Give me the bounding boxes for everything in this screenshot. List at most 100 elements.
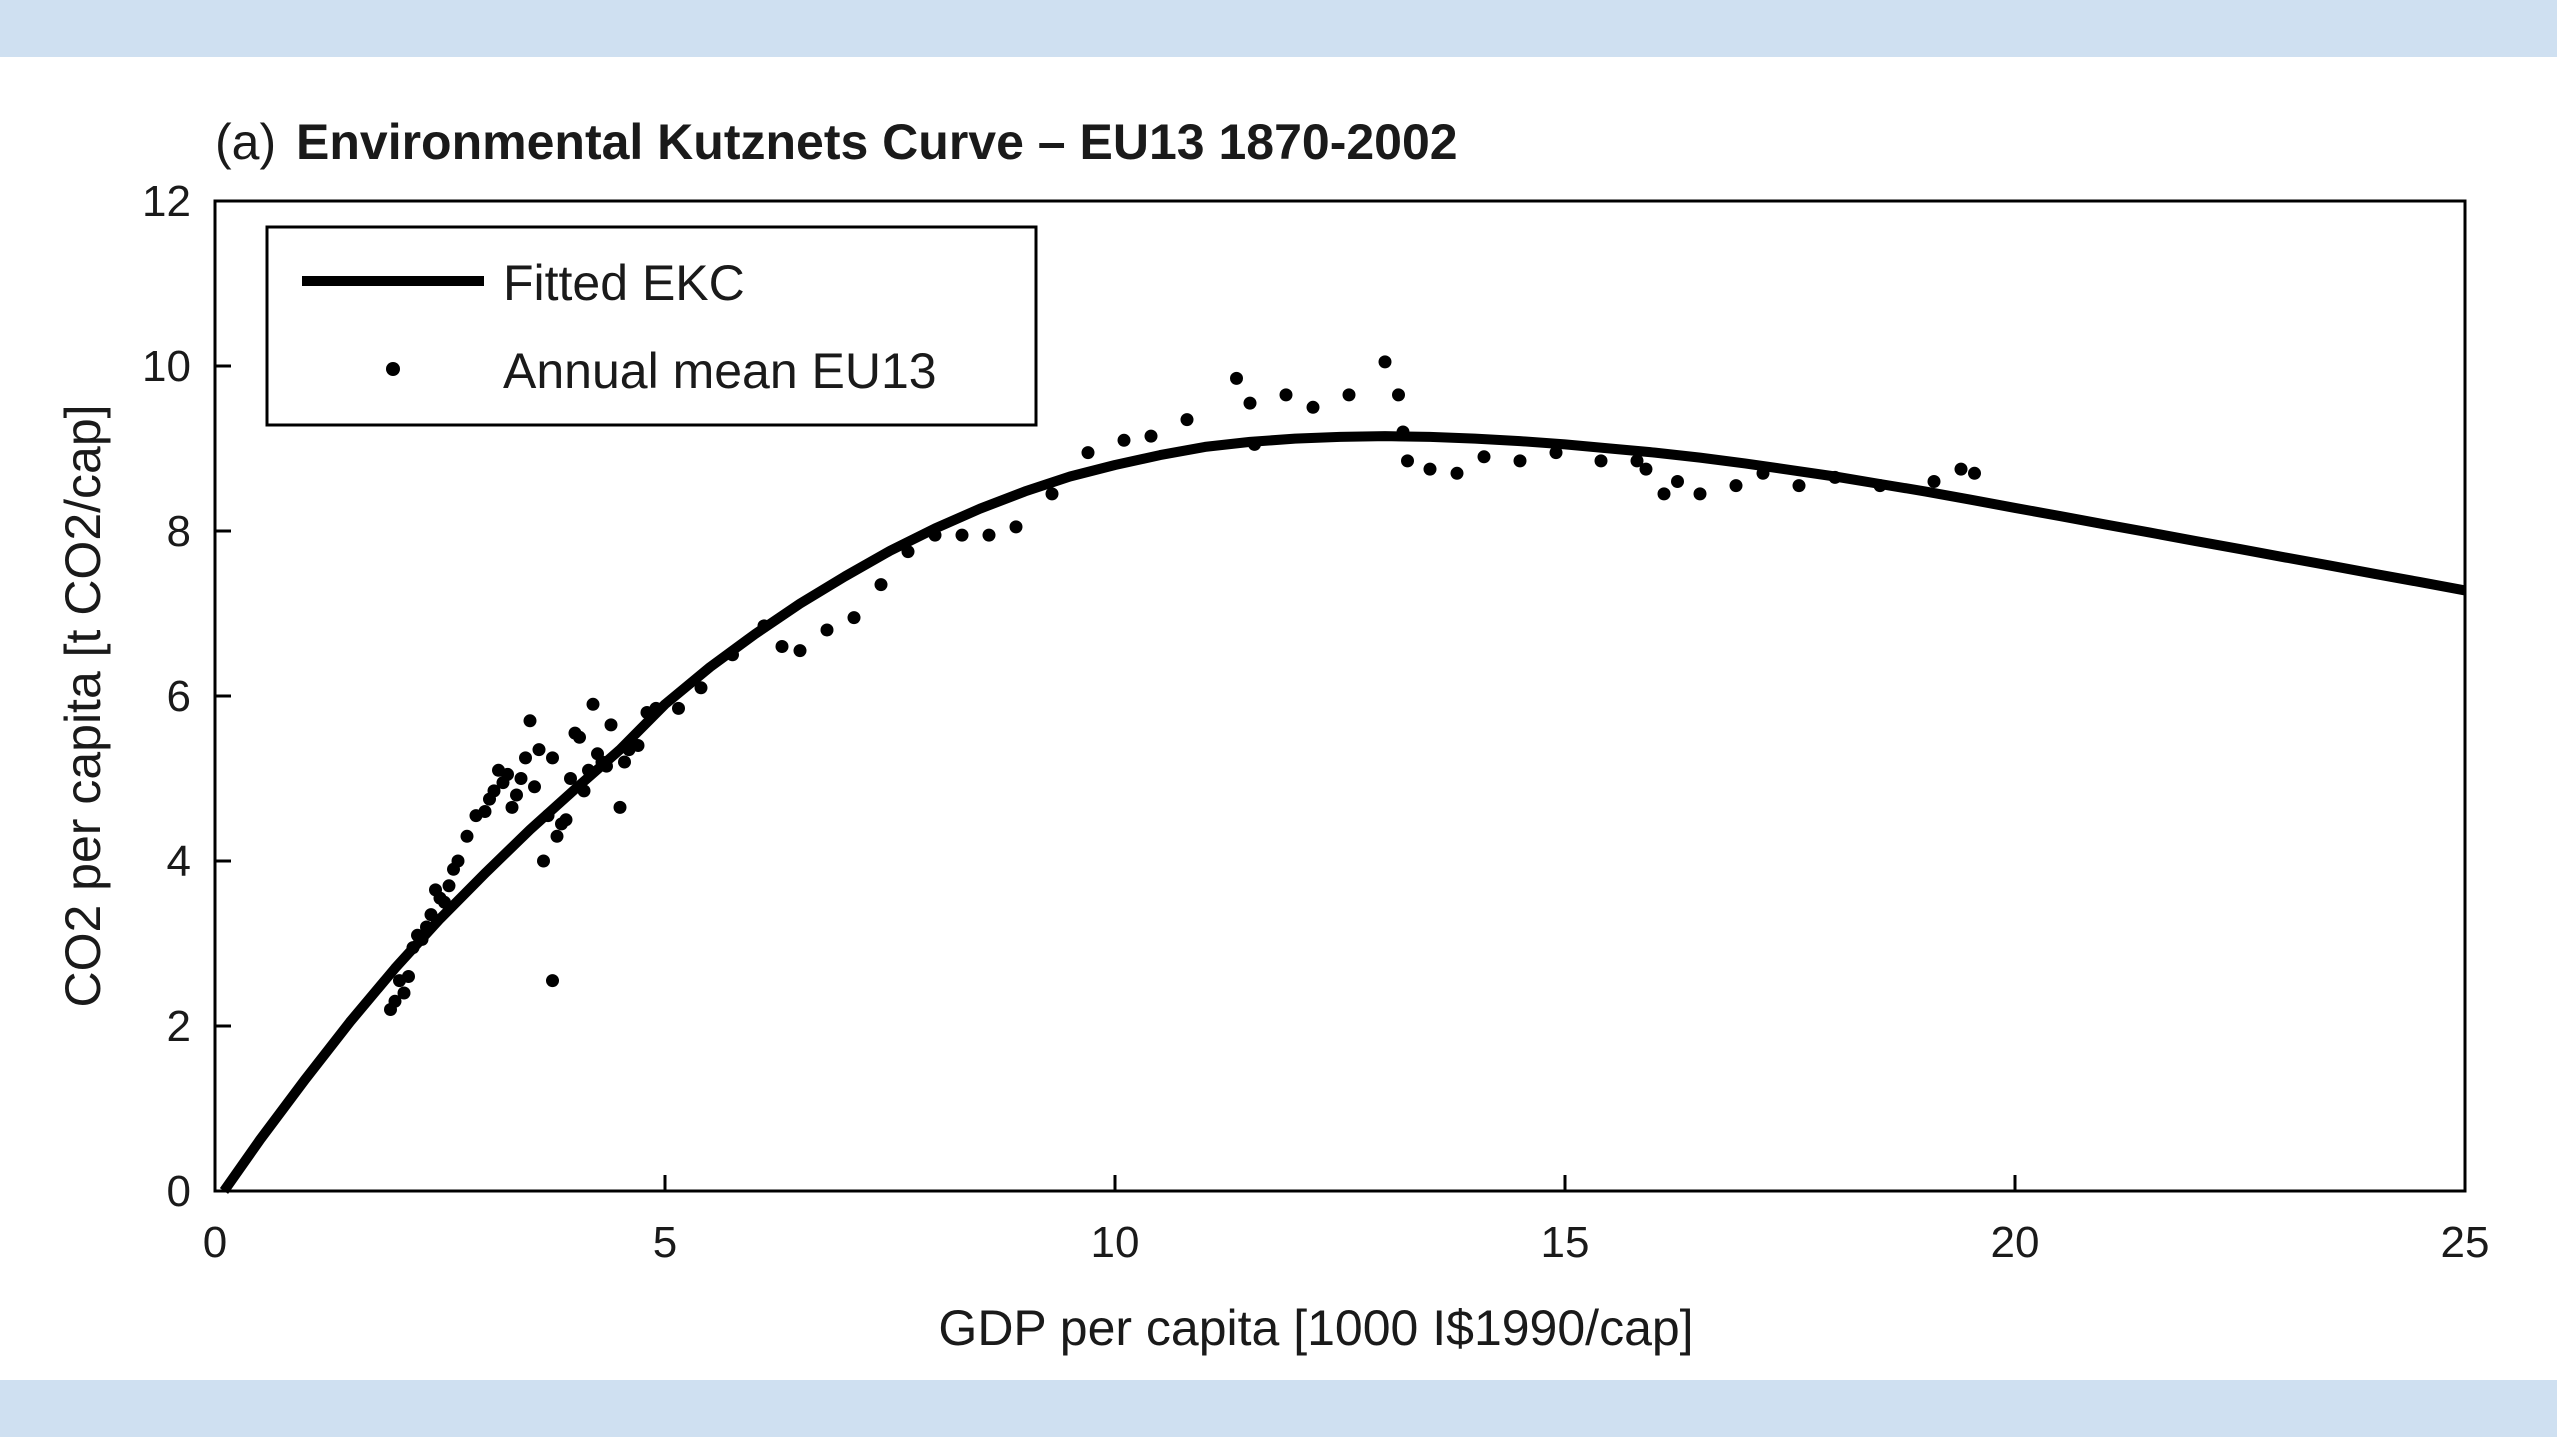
legend-label-fitted: Fitted EKC [503,255,745,311]
annual-mean-point [415,932,429,946]
chart-title-prefix: (a) [215,114,276,170]
annual-mean-point [1792,479,1806,493]
x-tick-label: 5 [653,1218,677,1267]
legend: Fitted EKC Annual mean EU13 [265,225,1038,427]
x-tick-label: 15 [1541,1218,1590,1267]
annual-mean-point [1180,413,1194,427]
y-tick-label: 10 [142,342,191,391]
annual-mean-point [510,788,523,802]
annual-mean-point [424,908,438,922]
annual-mean-point [874,578,888,592]
annual-mean-point [586,697,600,711]
annual-mean-point [775,640,789,653]
annual-mean-point [1630,454,1644,468]
annual-mean-point [1549,446,1563,460]
annual-mean-point [1279,388,1293,402]
annual-mean-point [442,879,456,893]
annual-mean-point [487,784,501,798]
y-tick-label: 12 [142,177,191,226]
annual-mean-point [649,701,663,715]
annual-mean-point [1378,355,1392,369]
annual-mean-point [532,743,546,757]
annual-mean-point [901,545,915,559]
annual-mean-point [1756,466,1770,480]
annual-mean-point [1927,475,1941,488]
y-tick-label: 8 [167,507,191,556]
annual-mean-point [1671,475,1684,488]
annual-mean-point [1954,462,1968,476]
annual-mean-point [1968,466,1981,480]
annual-mean-point [573,730,586,744]
annual-mean-point [438,895,451,909]
annual-mean-point [694,681,708,695]
annual-mean-point [1729,479,1743,493]
x-tick-label: 25 [2441,1218,2490,1267]
annual-mean-point [559,813,573,827]
annual-mean-point [577,784,591,798]
plot-area: 0 5 10 15 20 25 0 2 4 6 8 10 12 [142,177,2489,1267]
annual-mean-point [1401,454,1414,468]
annual-mean-point [388,994,402,1008]
annual-mean-point [1423,462,1437,476]
y-tick-label: 2 [167,1002,191,1051]
annual-mean-point [528,780,541,794]
annual-mean-point [1248,437,1261,451]
annual-mean-point [820,623,834,637]
annual-mean-point [519,751,532,765]
x-axis-label: GDP per capita [1000 I$1990/cap] [938,1300,1693,1356]
annual-mean-point [600,759,613,773]
annual-mean-point [793,644,807,658]
annual-mean-point [1513,454,1527,468]
annual-mean-point [451,854,465,868]
annual-mean-point [582,763,595,777]
annual-mean-point [1396,425,1410,439]
annual-mean-point [1045,487,1059,501]
y-tick-label: 6 [167,672,191,721]
annual-mean-point [537,854,550,868]
top-band [0,0,2557,57]
annual-mean-point [618,755,631,769]
x-tick-label: 10 [1091,1218,1140,1267]
annual-mean-point [672,701,685,715]
legend-label-annual: Annual mean EU13 [503,343,937,399]
annual-mean-point [1828,470,1842,484]
x-tick-label: 20 [1991,1218,2040,1267]
annual-mean-point [501,767,514,781]
annual-mean-point [541,809,555,823]
annual-mean-point [1594,454,1608,468]
annual-mean-point [514,772,528,785]
annual-mean-point [757,619,771,633]
annual-mean-point [1873,479,1887,493]
annual-mean-point [726,648,739,662]
annual-mean-point [847,611,861,625]
annual-mean-point [420,920,433,934]
legend-marker-swatch [386,362,400,376]
annual-mean-point [397,986,411,1000]
y-tick-label: 4 [167,837,191,886]
annual-mean-point [546,751,559,765]
bottom-band [0,1380,2557,1437]
annual-mean-point [1693,487,1707,501]
annual-mean-point [505,800,519,814]
annual-mean-point [402,970,415,983]
annual-mean-point [1392,388,1405,402]
annual-mean-point [523,714,537,728]
legend-box [265,225,1038,427]
annual-mean-point [1230,371,1243,385]
annual-mean-point [604,718,618,732]
annual-mean-point [982,528,996,542]
annual-mean-point [1243,396,1257,410]
annual-mean-point [478,805,492,818]
annual-mean-point [546,974,559,988]
annual-mean-point [1144,429,1158,443]
annual-mean-point [1657,487,1671,501]
x-tick-label: 0 [203,1218,227,1267]
annual-mean-point [1117,433,1131,447]
annual-mean-point [460,829,474,843]
annual-mean-point [1450,466,1464,480]
annual-mean-point [1306,400,1320,414]
annual-mean-point [406,941,420,955]
annual-mean-point [1342,388,1356,402]
annual-mean-point [928,528,942,542]
annual-mean-point [955,528,969,542]
